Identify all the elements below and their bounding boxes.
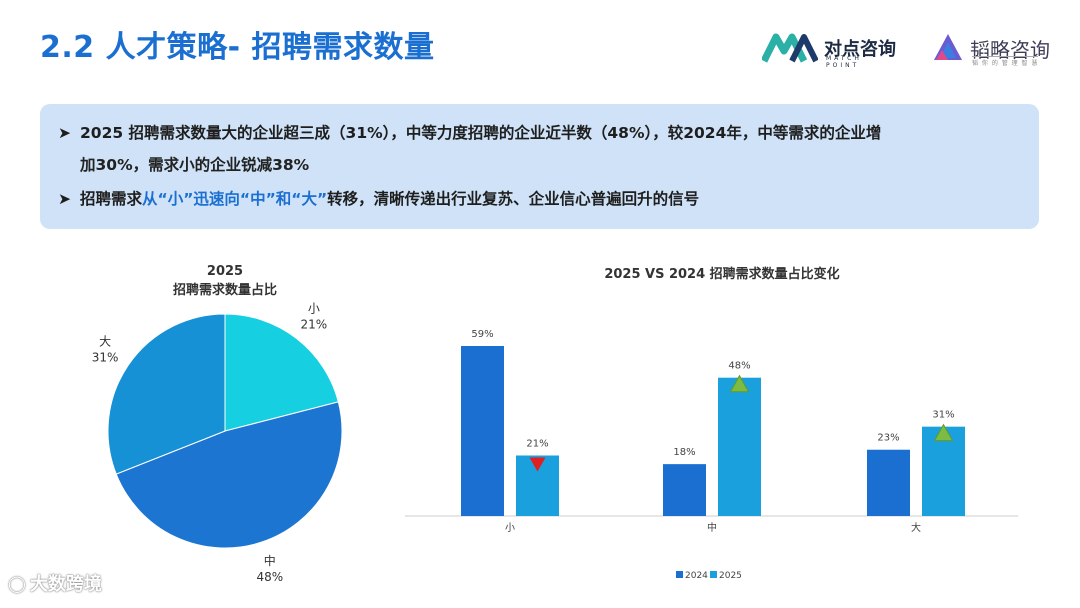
- bar-category-label: 小: [505, 522, 515, 534]
- increase-triangle-icon: [729, 374, 750, 393]
- bar-value-label: 31%: [932, 410, 954, 421]
- bar-value-label: 48%: [728, 361, 750, 372]
- summary-bullet-2-pre: 招聘需求: [80, 190, 143, 208]
- bar-chart-title: 2025 VS 2024 招聘需求数量占比变化: [604, 266, 839, 282]
- pie-slice-label: 大: [99, 334, 111, 348]
- pie-slice-value-label: 21%: [301, 317, 328, 331]
- match-point-logo: 对点咨询 MATCH POINT: [762, 30, 896, 69]
- arrow-bullet-icon: ➤: [58, 190, 71, 208]
- pie-chart-subtitle: 招聘需求数量占比: [173, 282, 277, 298]
- taolue-logo-tagline: 韬 你 的 管 理 智 慧: [972, 56, 1039, 67]
- increase-triangle-icon: [933, 423, 954, 442]
- bar-2025-2: [718, 377, 761, 516]
- pie-chart-title: 2025: [207, 264, 243, 279]
- watermark-logo-icon: ◯: [8, 573, 26, 593]
- match-point-logo-subtitle: MATCH POINT: [826, 55, 862, 69]
- pie-slice-value-label: 48%: [256, 570, 283, 584]
- watermark-text: 大数跨境: [29, 574, 102, 595]
- pie-slice-3: [107, 313, 226, 475]
- bar-value-label: 21%: [526, 438, 548, 449]
- summary-bullet-2: ➤ 招聘需求从“小”迅速向“中”和“大”转移，清晰传递出行业复苏、企业信心普遍回升…: [58, 184, 1028, 214]
- bar-category-label: 中: [707, 521, 717, 534]
- arrow-bullet-icon: ➤: [58, 124, 71, 142]
- legend-label-2024: 2024: [685, 571, 708, 581]
- decrease-triangle-icon: [529, 457, 546, 472]
- pie-slice-label: 中: [264, 553, 276, 568]
- taolue-logo-name: 韬略咨询: [970, 37, 1050, 62]
- pie-slice-label: 小: [308, 301, 320, 315]
- summary-bullet-1-line-2: 加30%，需求小的企业锐减38%: [80, 156, 310, 174]
- summary-bullet-2-highlight: 从“小”迅速向“中”和“大”: [142, 190, 328, 208]
- bar-category-label: 大: [911, 521, 921, 534]
- bar-value-label: 59%: [471, 329, 493, 340]
- legend-swatch-2024: [676, 571, 683, 578]
- summary-bullet-1-line-1: 2025 招聘需求数量大的企业超三成（31%），中等力度招聘的企业近半数（48%…: [80, 124, 882, 142]
- legend-swatch-2025: [710, 571, 717, 578]
- pie-slice-1: [224, 313, 339, 432]
- pie-chart: 小 21% 中 48% 大 31%: [92, 301, 343, 584]
- bar-value-label: 18%: [673, 447, 695, 458]
- summary-box: ➤ 2025 招聘需求数量大的企业超三成（31%），中等力度招聘的企业近半数（48…: [40, 104, 1039, 229]
- pie-slice-value-label: 31%: [92, 350, 119, 364]
- pie-slice-2: [115, 401, 343, 549]
- legend-label-2025: 2025: [719, 571, 742, 581]
- bar-chart: 59% 21% 小 18% 48% 中 23% 31% 大 2024 2025: [405, 329, 1018, 581]
- page-title: 2.2 人才策略- 招聘需求数量: [40, 30, 435, 65]
- taolue-logo-icon: [934, 34, 962, 60]
- bar-value-label: 23%: [877, 433, 899, 444]
- bar-2024-2: [663, 464, 706, 516]
- match-point-logo-icon: [762, 33, 818, 63]
- match-point-logo-name: 对点咨询: [824, 39, 896, 60]
- summary-bullet-2-post: 转移，清晰传递出行业复苏、企业信心普遍回升的信号: [327, 190, 700, 208]
- bar-2025-3: [922, 426, 965, 516]
- bar-2024-1: [461, 346, 504, 516]
- taolue-logo: 韬略咨询 韬 你 的 管 理 智 慧: [932, 28, 1050, 68]
- bar-2024-3: [867, 449, 910, 516]
- watermark: ◯ 大数跨境: [8, 570, 102, 596]
- summary-bullet-1: ➤ 2025 招聘需求数量大的企业超三成（31%），中等力度招聘的企业近半数（48…: [58, 118, 1028, 148]
